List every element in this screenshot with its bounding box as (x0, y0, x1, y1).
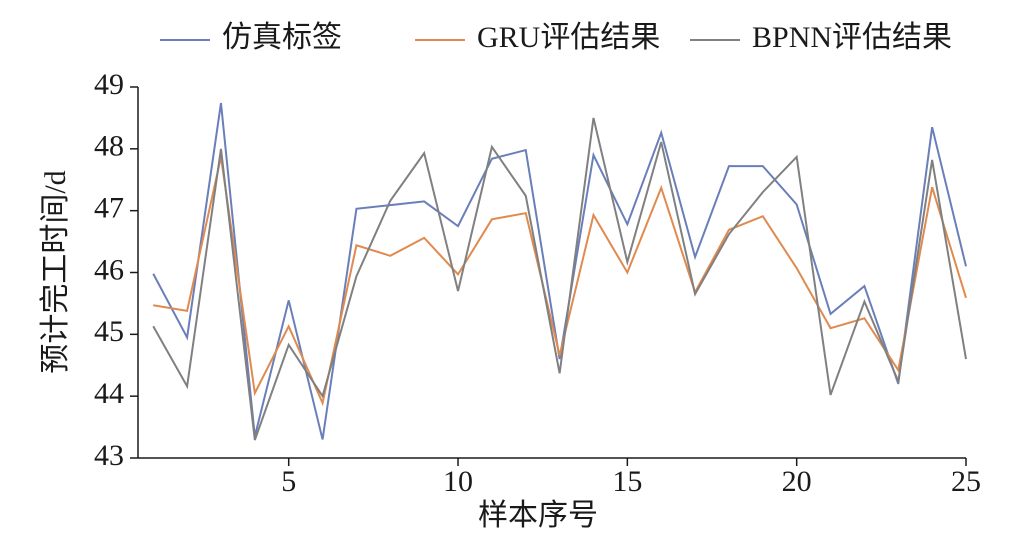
legend-label: GRU评估结果 (477, 21, 660, 54)
y-tick-label: 47 (94, 192, 124, 225)
x-tick-label: 5 (281, 465, 296, 498)
y-tick-label: 43 (94, 439, 124, 472)
y-tick-label: 48 (94, 130, 124, 163)
y-axis-label: 预计完工时间/d (39, 170, 72, 373)
x-tick-label: 25 (951, 465, 981, 498)
x-tick-label: 15 (612, 465, 642, 498)
y-tick-label: 45 (94, 315, 124, 348)
y-tick-label: 44 (94, 377, 124, 410)
series-line (152, 117, 967, 441)
x-tick-label: 10 (443, 465, 473, 498)
x-tick-label: 20 (782, 465, 812, 498)
y-tick-label: 49 (94, 68, 124, 101)
series-line (152, 102, 967, 440)
legend-label: 仿真标签 (222, 21, 342, 54)
series-line (153, 156, 967, 407)
legend-label: BPNN评估结果 (752, 21, 952, 54)
x-axis-label: 样本序号 (478, 499, 598, 532)
y-tick-label: 46 (94, 253, 124, 286)
